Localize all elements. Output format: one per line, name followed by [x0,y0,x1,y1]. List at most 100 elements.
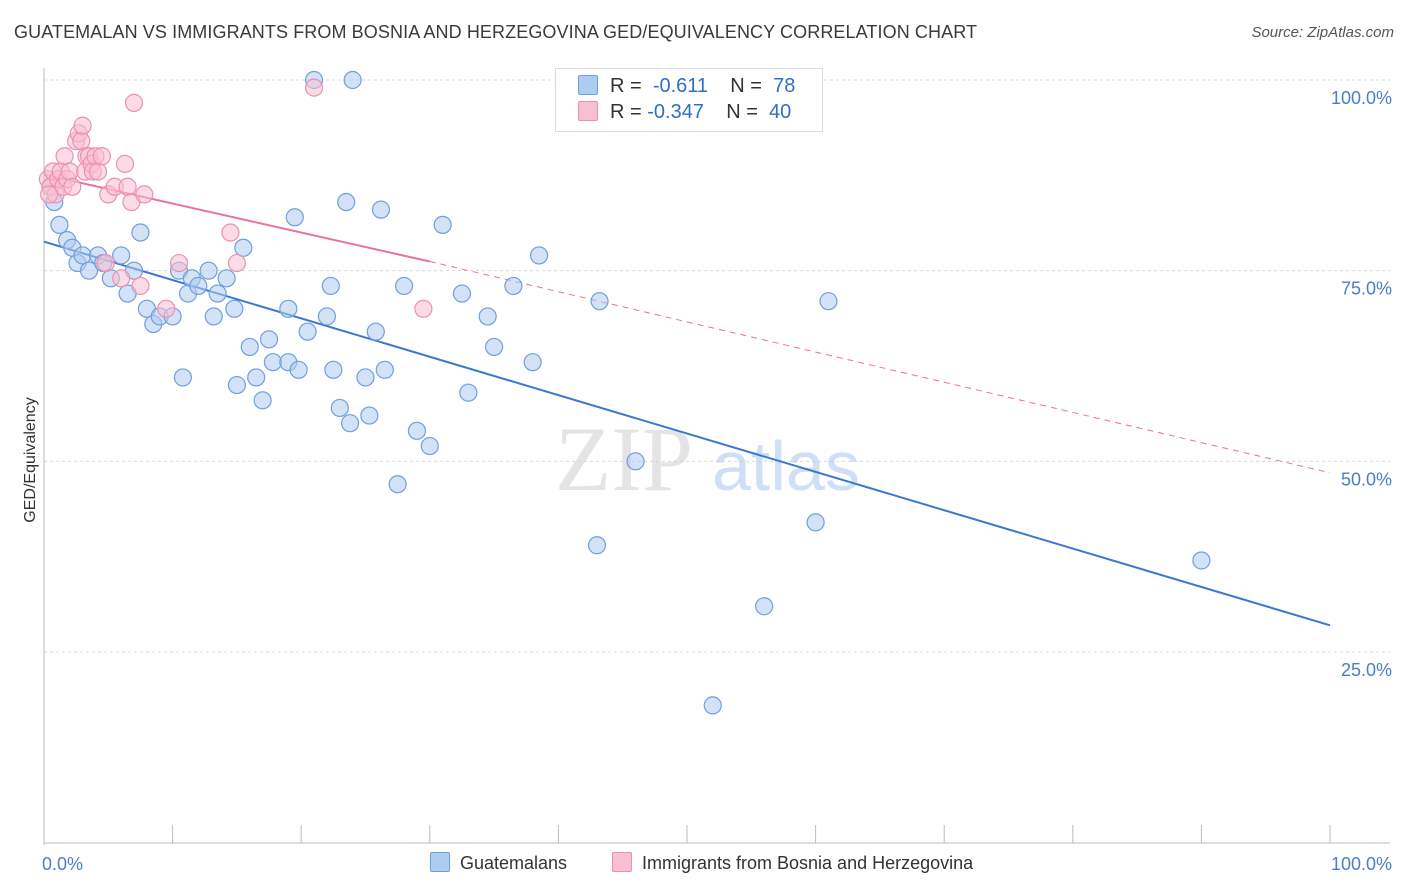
legend-label: Immigrants from Bosnia and Herzegovina [642,853,974,873]
point-guatemalans [452,284,472,303]
point-bosnia [157,299,176,318]
point-guatemalans [279,299,298,318]
point-bosnia [227,253,246,273]
point-guatemalans [50,215,69,235]
point-guatemalans [371,200,391,219]
point-guatemalans [189,276,208,296]
point-guatemalans [234,238,253,257]
point-bosnia [73,116,92,135]
point-guatemalans [73,246,92,265]
point-guatemalans [317,307,337,326]
point-guatemalans [173,368,192,387]
y-tick-label: 75.0% [1341,279,1392,299]
series-legend: Guatemalans Immigrants from Bosnia and H… [0,852,1406,878]
point-guatemalans [247,368,266,387]
point-guatemalans [204,307,223,326]
chart-title: GUATEMALAN VS IMMIGRANTS FROM BOSNIA AND… [14,22,978,42]
source-label: Source: ZipAtlas.com [1251,24,1394,41]
point-guatemalans [755,597,774,616]
point-guatemalans [375,360,394,379]
trend-line-guatemalans [43,240,1331,627]
data-points [38,70,1211,715]
point-guatemalans [199,261,218,280]
point-bosnia [88,162,108,181]
watermark-zip: ZIP [555,408,693,510]
point-guatemalans [485,337,504,357]
n-value: 40 [769,101,792,123]
point-guatemalans [806,513,825,532]
r-label: R = [610,101,642,123]
point-guatemalans [285,208,304,227]
point-bosnia [112,269,131,288]
r-label: R = [610,75,642,97]
point-guatemalans [530,246,549,265]
y-tick-label: 100.0% [1331,88,1392,108]
point-bosnia [63,177,82,196]
point-guatemalans [289,360,308,379]
r-value: -0.611 [652,75,709,97]
point-bosnia [135,185,154,204]
swatch-icon [578,75,598,95]
point-bosnia [55,147,74,166]
point-guatemalans [356,368,375,387]
x-tick-label: 100.0% [1331,854,1392,874]
point-bosnia [92,147,111,166]
watermark: ZIP atlas [555,408,860,510]
trend-line-bosnia [429,261,1331,474]
point-guatemalans [330,398,349,418]
point-guatemalans [1192,551,1211,570]
point-guatemalans [478,307,497,326]
point-guatemalans [298,322,317,341]
point-bosnia [40,185,59,204]
point-guatemalans [324,360,343,379]
point-guatemalans [340,414,360,433]
point-guatemalans [366,322,385,341]
point-guatemalans [337,192,356,212]
watermark-atlas: atlas [712,427,860,505]
point-guatemalans [112,246,131,265]
point-guatemalans [587,536,607,555]
point-guatemalans [626,452,645,471]
point-bosnia [131,276,150,296]
point-bosnia [96,253,115,273]
point-bosnia [60,162,79,181]
point-guatemalans [217,269,236,288]
n-value: 78 [773,75,796,97]
point-guatemalans [523,353,542,372]
point-guatemalans [253,391,272,410]
point-guatemalans [259,330,279,349]
point-guatemalans [590,292,609,311]
point-bosnia [72,131,91,151]
r-value: -0.347 [647,101,704,123]
point-guatemalans [263,353,283,372]
legend-label: Guatemalans [460,853,568,873]
point-bosnia [118,177,137,196]
point-guatemalans [420,436,439,456]
stats-legend-row-bosnia: R = -0.347 N = 40 [578,101,791,129]
tick-labels: 25.0% 50.0% 75.0% 100.0% 0.0% 100.0% [42,88,1392,874]
y-axis-title: GED/Equivalency [22,397,39,522]
point-bosnia [414,299,433,318]
legend-item-bosnia: Immigrants from Bosnia and Herzegovina [612,852,973,874]
point-bosnia [115,154,135,173]
swatch-icon [578,101,598,121]
point-guatemalans [388,475,407,494]
point-bosnia [221,223,240,242]
point-bosnia [169,253,189,273]
point-guatemalans [433,215,452,235]
grid [44,79,1390,653]
n-label: N = [726,101,758,123]
x-tick-label: 0.0% [42,854,83,874]
legend-item-guatemalans: Guatemalans [430,852,567,874]
y-tick-label: 50.0% [1341,469,1392,489]
y-tick-label: 25.0% [1341,660,1392,680]
point-guatemalans [79,261,99,280]
point-guatemalans [131,223,150,242]
stats-legend-row-guatemalans: R = -0.611 N = 78 [578,75,795,103]
point-guatemalans [459,383,478,402]
point-guatemalans [321,276,340,296]
point-guatemalans [504,276,523,296]
point-guatemalans [240,337,259,357]
n-label: N = [730,75,762,97]
